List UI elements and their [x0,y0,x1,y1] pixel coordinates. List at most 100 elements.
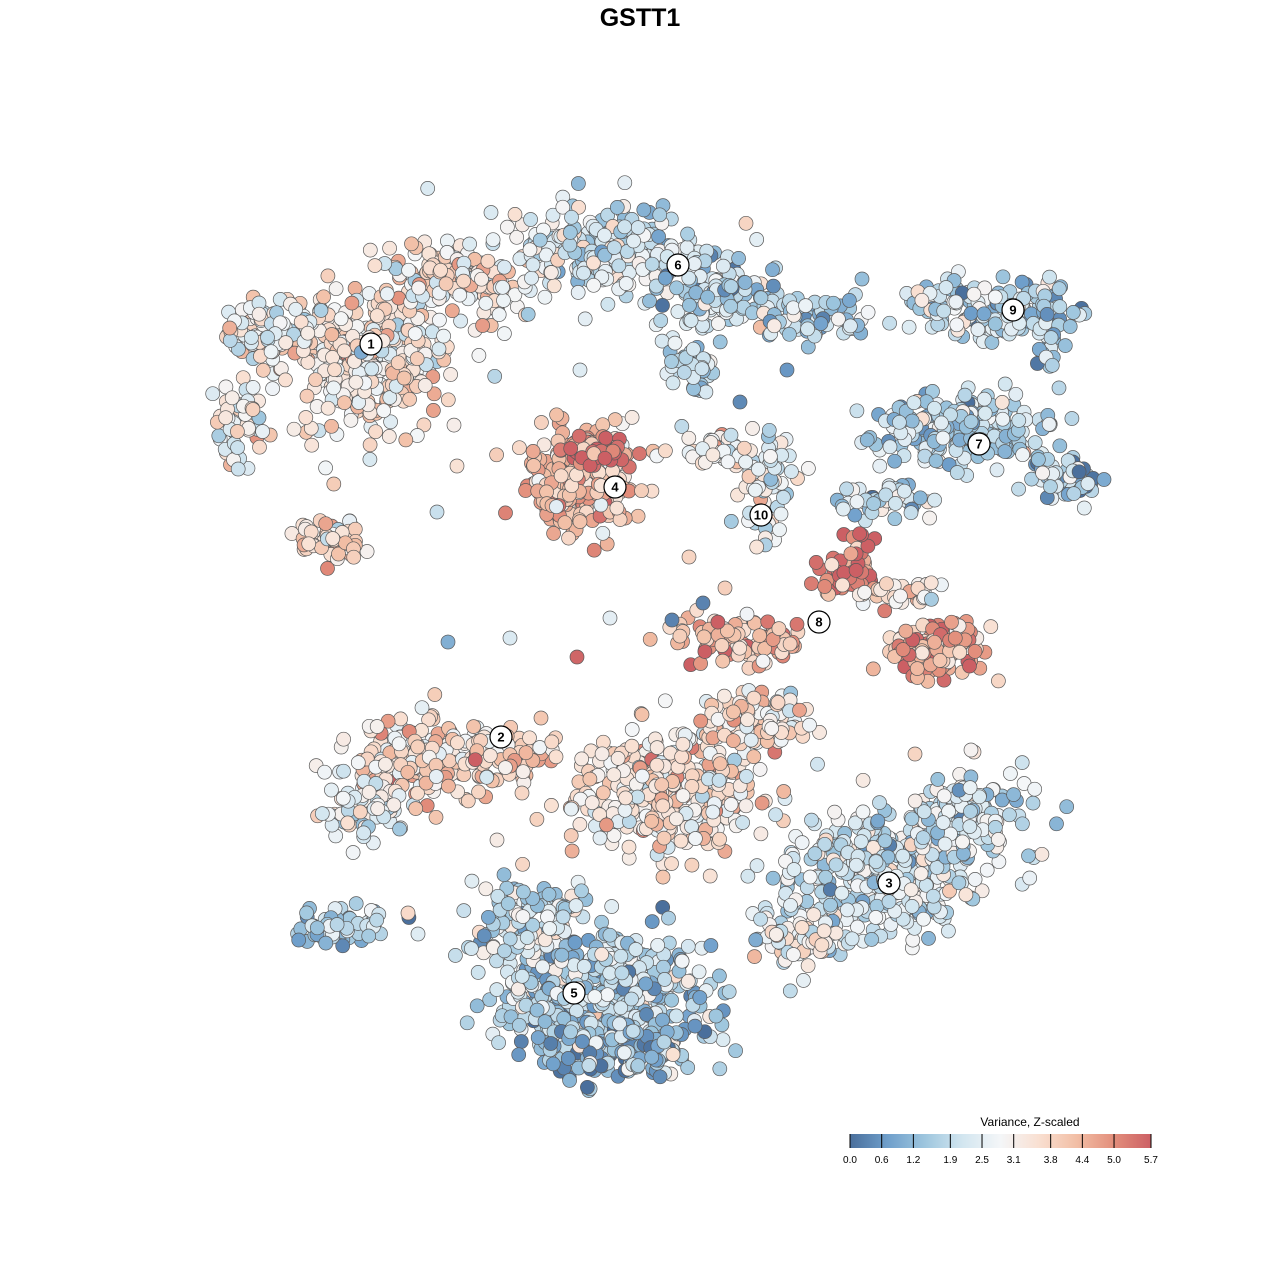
data-point [404,236,419,252]
data-point [703,938,719,953]
data-point [683,313,699,328]
data-point [324,782,339,798]
data-point [739,769,754,784]
data-point [416,417,432,433]
data-point [664,354,679,369]
data-point [979,862,995,878]
data-point [265,381,280,396]
data-point [218,379,234,395]
data-point [569,649,585,665]
data-point [515,856,530,872]
data-point [299,905,314,921]
data-point [916,804,932,820]
cluster-label-10: 10 [749,503,773,527]
data-point [839,902,855,918]
data-point [895,848,911,864]
data-point [746,690,762,706]
cluster-label-6: 6 [666,253,690,277]
data-point [496,293,511,308]
data-point [634,483,649,499]
data-point [602,610,618,626]
data-point [614,965,630,981]
data-point [664,856,679,871]
data-point [379,286,395,302]
data-point [901,319,917,335]
data-point [514,785,530,801]
data-point [479,769,495,785]
data-point [786,947,801,962]
data-point [318,516,334,532]
data-point [695,595,711,611]
data-point [808,555,824,570]
data-point [865,661,881,677]
data-point [597,227,612,243]
data-point [1015,816,1030,832]
cluster-label-text: 5 [570,986,577,1001]
data-point [934,415,949,431]
data-point [855,772,871,788]
data-point [594,746,610,762]
data-point [481,909,496,925]
data-point [336,731,351,747]
data-point [567,935,583,950]
data-point [1015,447,1030,463]
data-point [496,259,512,275]
data-point [617,802,633,818]
data-point [743,732,759,748]
data-point [970,322,986,337]
data-point [783,897,798,913]
data-point [745,421,760,436]
data-point [544,798,559,813]
data-point [995,269,1011,285]
data-point [903,882,919,898]
data-point [607,412,623,427]
data-point [823,897,838,913]
data-point [922,510,937,526]
data-point [642,631,658,647]
data-point [495,279,510,295]
data-point [440,392,456,408]
data-point [735,815,750,830]
data-point [712,756,728,772]
data-point [340,815,356,831]
data-point [595,525,611,541]
data-point [245,380,261,395]
data-point [915,830,931,846]
data-point [872,458,888,474]
cluster-label-text: 1 [367,337,374,352]
data-point [804,812,819,828]
data-point [580,1079,595,1095]
data-point [443,367,458,382]
data-point [962,819,978,834]
data-point [836,565,852,581]
data-point [613,948,629,964]
data-point [515,764,531,780]
data-point [649,757,665,773]
data-point [657,693,673,709]
data-point [740,712,755,728]
data-point [755,653,771,669]
data-point [887,453,902,469]
data-point [816,923,832,939]
data-point [562,1073,577,1088]
data-point [429,504,445,520]
data-point [696,629,712,645]
data-point [530,1030,546,1045]
data-point [288,301,304,317]
data-point [715,258,731,274]
data-point [987,289,1003,305]
data-point [721,984,737,1000]
data-point [859,432,875,448]
data-point [938,280,954,295]
data-point [617,219,632,235]
data-point [941,923,956,939]
data-point [529,811,545,827]
data-point [870,813,886,829]
cluster-label-text: 4 [611,480,619,495]
data-point [1057,338,1073,353]
data-point [326,380,341,396]
data-point [524,270,539,286]
data-point [928,453,944,469]
data-point [576,959,592,974]
data-point [525,257,541,273]
